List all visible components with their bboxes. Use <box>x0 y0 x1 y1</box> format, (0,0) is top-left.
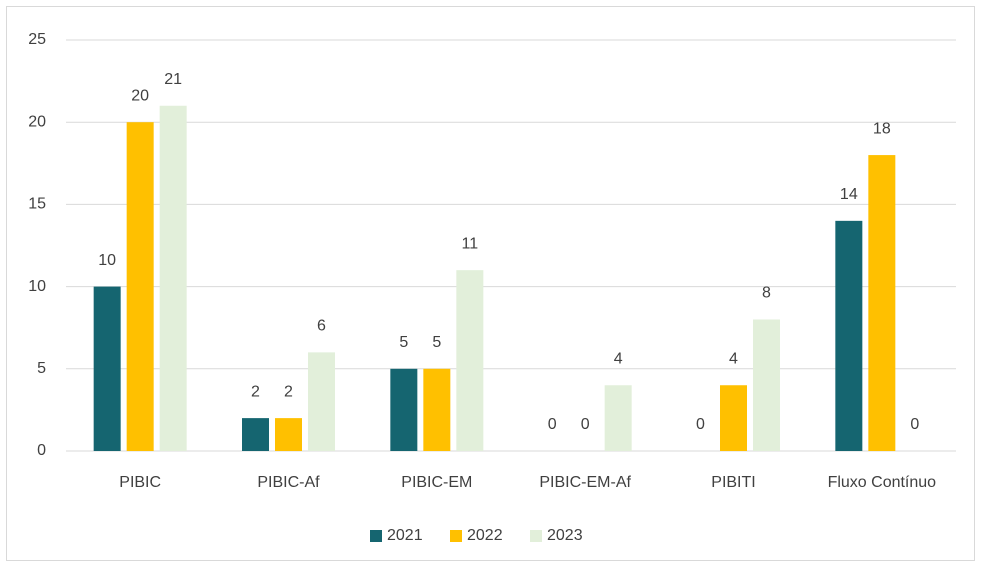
y-tick-label: 15 <box>28 196 46 213</box>
data-label: 14 <box>840 186 858 203</box>
bar <box>242 418 269 451</box>
bar <box>868 155 896 451</box>
x-tick-label: Fluxo Contínuo <box>828 474 937 491</box>
y-tick-label: 0 <box>37 442 46 459</box>
data-label: 8 <box>762 285 771 302</box>
bar <box>720 385 747 451</box>
y-tick-label: 10 <box>28 278 46 295</box>
bar <box>604 385 632 451</box>
bar <box>126 122 154 451</box>
legend-swatch <box>370 530 382 542</box>
data-label: 6 <box>317 318 326 335</box>
data-label: 18 <box>873 120 891 137</box>
data-label: 0 <box>548 416 557 433</box>
bar <box>753 319 780 451</box>
data-label: 2 <box>251 383 260 400</box>
data-label: 5 <box>399 334 408 351</box>
data-label: 0 <box>581 416 590 433</box>
legend-swatch <box>530 530 542 542</box>
bar <box>275 418 302 451</box>
x-tick-label: PIBIC <box>119 474 161 491</box>
data-label: 11 <box>462 235 479 252</box>
bar <box>390 368 418 451</box>
bar <box>93 286 121 451</box>
bar <box>835 220 863 451</box>
x-tick-label: PIBIC-EM-Af <box>539 474 631 491</box>
x-tick-label: PIBITI <box>711 474 755 491</box>
y-tick-label: 25 <box>28 31 46 48</box>
x-tick-label: PIBIC-Af <box>257 474 320 491</box>
bar <box>308 352 335 451</box>
data-label: 4 <box>614 350 623 367</box>
data-label: 2 <box>284 383 293 400</box>
data-label: 0 <box>696 416 705 433</box>
x-tick-label: PIBIC-EM <box>401 474 472 491</box>
data-label: 20 <box>131 87 149 104</box>
legend-label: 2022 <box>467 527 503 544</box>
legend-swatch <box>450 530 462 542</box>
data-label: 0 <box>910 416 919 433</box>
y-tick-label: 5 <box>37 360 46 377</box>
data-label: 4 <box>729 350 738 367</box>
legend-label: 2021 <box>387 527 423 544</box>
legend-label: 2023 <box>547 527 583 544</box>
data-label: 5 <box>432 334 441 351</box>
data-label: 10 <box>98 252 116 269</box>
data-label: 21 <box>164 71 182 88</box>
bar <box>456 270 484 451</box>
bar <box>159 105 187 451</box>
bar <box>423 368 451 451</box>
y-tick-label: 20 <box>28 113 46 130</box>
